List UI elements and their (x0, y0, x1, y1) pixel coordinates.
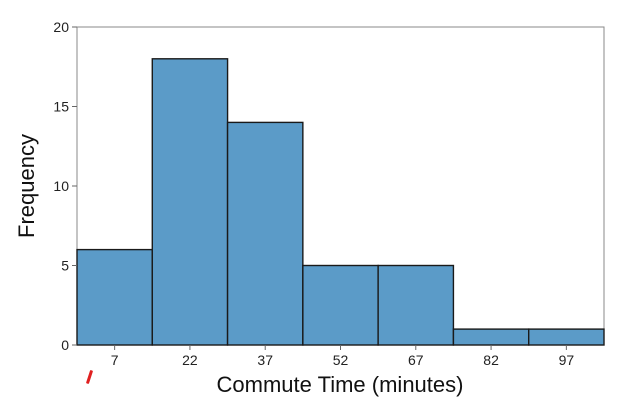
y-tick-label: 20 (53, 19, 69, 35)
y-tick-label: 0 (61, 337, 69, 353)
y-tick-label: 15 (53, 99, 69, 115)
x-tick-label: 97 (559, 352, 575, 368)
histogram-bar (302, 264, 379, 346)
y-tick-label: 5 (61, 258, 69, 274)
x-tick-label: 82 (483, 352, 499, 368)
histogram-bar (151, 58, 229, 346)
histogram-bar (76, 248, 153, 346)
x-axis-title: Commute Time (minutes) (217, 372, 464, 397)
bars-group (76, 58, 605, 346)
x-tick-label: 67 (408, 352, 424, 368)
y-axis: 0 5 10 15 20 (53, 19, 77, 353)
y-axis-title: Frequency (14, 134, 39, 238)
x-tick-label: 37 (257, 352, 273, 368)
histogram-bar (528, 328, 605, 346)
x-tick-label: 22 (182, 352, 198, 368)
histogram-bar (377, 264, 455, 346)
x-tick-label: 7 (111, 352, 119, 368)
x-axis: 7 22 37 52 67 82 97 (111, 345, 575, 368)
x-tick-label: 52 (333, 352, 349, 368)
y-tick-label: 10 (53, 178, 69, 194)
histogram-bar (226, 121, 304, 346)
histogram-bar (452, 328, 530, 346)
